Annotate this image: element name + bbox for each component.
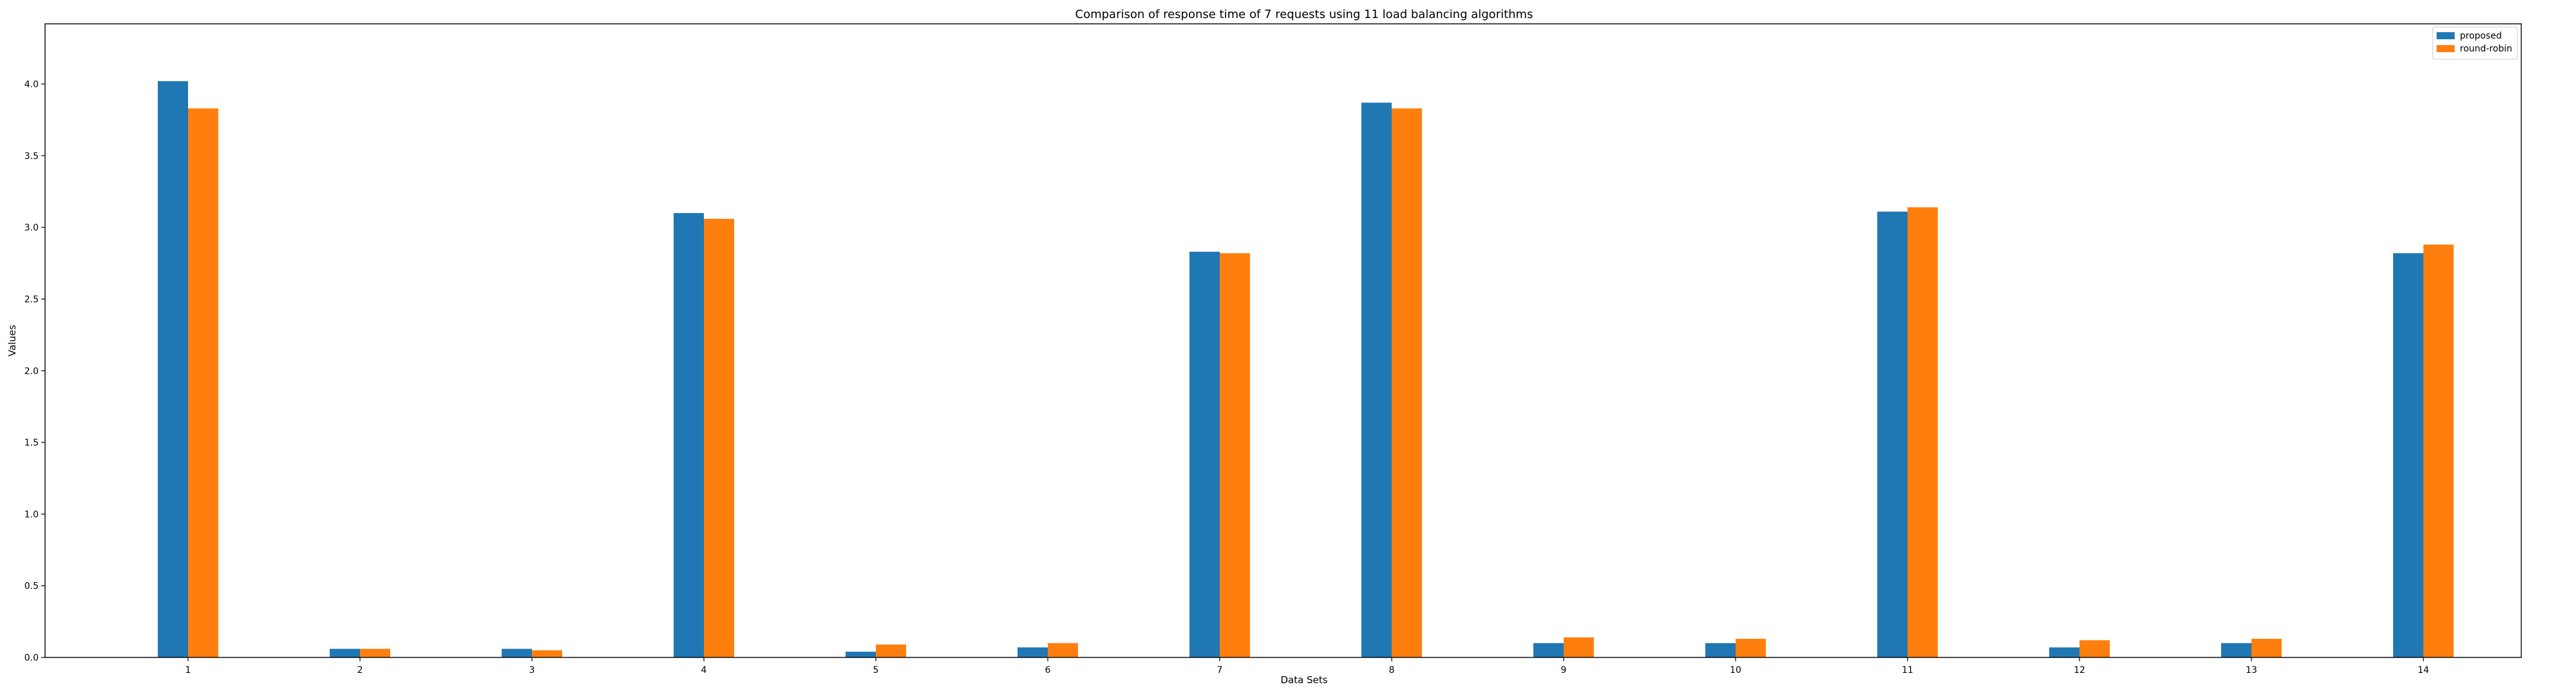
bar-round-robin-8 bbox=[1392, 108, 1422, 658]
x-tick-label: 6 bbox=[1045, 665, 1051, 675]
x-tick-label: 11 bbox=[1902, 665, 1913, 675]
x-tick-label: 5 bbox=[873, 665, 879, 675]
legend-swatch-proposed bbox=[2436, 32, 2455, 39]
bar-round-robin-7 bbox=[1220, 253, 1250, 657]
bar-round-robin-12 bbox=[2079, 640, 2110, 657]
bar-proposed-8 bbox=[1361, 102, 1392, 658]
bar-round-robin-6 bbox=[1048, 643, 1078, 657]
bar-proposed-2 bbox=[330, 648, 360, 657]
bar-proposed-14 bbox=[2393, 253, 2423, 657]
plot-frame bbox=[44, 23, 2522, 658]
y-tick-label: 0.5 bbox=[24, 581, 39, 592]
bar-round-robin-5 bbox=[876, 644, 906, 657]
y-axis-label: Values bbox=[6, 325, 18, 356]
bar-proposed-5 bbox=[846, 652, 876, 657]
bar-round-robin-13 bbox=[2251, 639, 2282, 657]
bar-proposed-7 bbox=[1189, 251, 1220, 657]
bar-round-robin-3 bbox=[532, 650, 562, 657]
y-tick-label: 4.0 bbox=[24, 80, 39, 90]
bar-proposed-1 bbox=[158, 81, 188, 657]
bar-round-robin-2 bbox=[360, 648, 390, 657]
y-tick-label: 1.5 bbox=[24, 438, 39, 448]
x-axis-label: Data Sets bbox=[1280, 674, 1327, 686]
y-tick-label: 1.0 bbox=[24, 509, 39, 520]
bar-proposed-4 bbox=[674, 212, 704, 657]
bar-proposed-11 bbox=[1877, 211, 1908, 657]
bars-layer bbox=[158, 81, 2454, 658]
x-tick-label: 9 bbox=[1561, 665, 1567, 675]
x-tick-label: 8 bbox=[1389, 665, 1395, 675]
bar-round-robin-1 bbox=[188, 108, 218, 658]
legend-label-round-robin: round-robin bbox=[2460, 44, 2512, 54]
y-tick-label: 0.0 bbox=[24, 653, 39, 663]
bar-round-robin-14 bbox=[2423, 244, 2454, 657]
chart-title: Comparison of response time of 7 request… bbox=[1075, 8, 1533, 21]
bar-proposed-9 bbox=[1533, 643, 1564, 657]
x-tick-label: 1 bbox=[185, 665, 191, 675]
legend-label-proposed: proposed bbox=[2460, 31, 2502, 41]
y-tick-label: 2.5 bbox=[24, 294, 39, 305]
ticks-layer: 1 2 3 4 5 6 7 8 9 10 11 12 13 140.00.51.01.52.02.53.0… bbox=[24, 80, 2429, 675]
x-tick-label: 14 bbox=[2418, 665, 2429, 675]
x-tick-label: 13 bbox=[2246, 665, 2257, 675]
legend-swatch-round-robin bbox=[2436, 45, 2455, 52]
x-tick-label: 10 bbox=[1730, 665, 1741, 675]
x-tick-label: 4 bbox=[701, 665, 707, 675]
bar-proposed-3 bbox=[502, 648, 532, 657]
bar-proposed-12 bbox=[2049, 647, 2079, 657]
bar-round-robin-10 bbox=[1736, 639, 1766, 657]
y-tick-label: 3.0 bbox=[24, 223, 39, 233]
bar-proposed-10 bbox=[1705, 643, 1736, 657]
bar-proposed-6 bbox=[1018, 647, 1048, 657]
x-tick-label: 2 bbox=[357, 665, 363, 675]
x-tick-label: 12 bbox=[2074, 665, 2085, 675]
y-tick-label: 3.5 bbox=[24, 151, 39, 162]
x-tick-label: 7 bbox=[1217, 665, 1223, 675]
legend: proposed round-robin bbox=[2432, 26, 2518, 60]
y-tick-label: 2.0 bbox=[24, 366, 39, 377]
bar-round-robin-4 bbox=[704, 218, 734, 657]
bar-round-robin-11 bbox=[1908, 207, 1938, 657]
x-tick-label: 3 bbox=[529, 665, 535, 675]
bar-round-robin-9 bbox=[1564, 637, 1594, 657]
bar-proposed-13 bbox=[2221, 643, 2251, 657]
